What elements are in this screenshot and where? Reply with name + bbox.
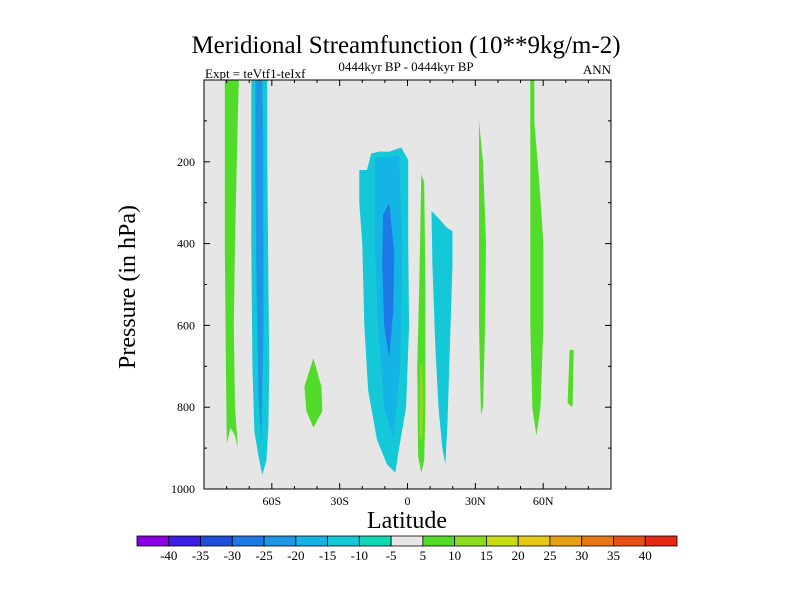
contour-region-green-band-75S	[224, 80, 239, 449]
colorbar-swatch	[390, 535, 424, 547]
contour-region-blue-core-10S	[382, 202, 395, 359]
contour-region-green-blob-40S	[304, 358, 323, 428]
colorbar-label: -35	[192, 548, 209, 563]
colorbar-label: 5	[420, 548, 427, 563]
colorbar-swatch	[486, 535, 519, 547]
contour-region-green-strip-55N	[530, 80, 544, 436]
colorbar-label: 30	[575, 548, 588, 563]
y-axis: 200 400 600 800 1000	[171, 120, 611, 496]
colorbar-label: -30	[224, 548, 241, 563]
contour-region-blue-core-65S	[255, 80, 264, 440]
colorbar-label: -15	[319, 548, 336, 563]
colorbar-label: 10	[448, 548, 461, 563]
colorbar-swatch	[231, 535, 265, 547]
x-tick-label: 30N	[465, 494, 486, 508]
colorbar-swatch	[454, 535, 487, 547]
colorbar-label: -40	[160, 548, 177, 563]
contour-region-olive-core-5N	[419, 362, 424, 440]
y-tick-label: 800	[177, 400, 195, 414]
chart-title: Meridional Streamfunction (10**9kg/m-2)	[191, 32, 620, 59]
season-label: ANN	[583, 62, 612, 77]
colorbar-swatch	[644, 535, 678, 547]
colorbar-swatch	[422, 535, 456, 547]
colorbar-label: 15	[480, 548, 493, 563]
y-axis-label: Pressure (in hPa)	[115, 205, 141, 369]
x-tick-label: 60N	[533, 494, 554, 508]
colorbar-swatch	[581, 535, 614, 547]
y-tick-label: 600	[177, 318, 195, 332]
contour-region-cyan-cell-15N	[431, 210, 453, 465]
y-tick-label: 200	[177, 155, 195, 169]
contour-regions	[224, 80, 574, 475]
contour-region-green-strip-5N	[417, 174, 426, 473]
colorbar-swatch	[549, 535, 583, 547]
contour-region-green-blob-72N	[567, 349, 574, 408]
colorbar-swatch	[200, 535, 233, 547]
colorbar-swatch	[295, 535, 328, 547]
colorbar-swatch	[358, 535, 392, 547]
x-tick-label: 60S	[262, 494, 281, 508]
experiment-label: Expt = teVtf1-teIxf	[205, 66, 306, 81]
y-tick-label: 1000	[171, 482, 195, 496]
colorbar-label: -20	[287, 548, 304, 563]
x-axis-label: Latitude	[367, 508, 447, 534]
colorbar-swatch	[168, 535, 201, 547]
colorbar-label: -5	[386, 548, 397, 563]
contour-region-green-strip-33N	[479, 120, 486, 416]
colorbar-label: -10	[351, 548, 368, 563]
colorbar-label: 40	[639, 548, 652, 563]
colorbar-label: -25	[255, 548, 272, 563]
colorbar-swatch	[263, 535, 297, 547]
colorbar-swatch	[327, 535, 360, 547]
colorbar-swatch	[613, 535, 646, 547]
x-tick-label: 0	[405, 494, 411, 508]
colorbar: -40 -35 -30 -25 -20 -15 -10 -5 5 10 15 20 25 30 35 40	[136, 535, 678, 563]
colorbar-label: 35	[607, 548, 620, 563]
colorbar-swatch	[136, 535, 170, 547]
colorbar-label: 20	[512, 548, 525, 563]
chart-subtitle: 0444kyr BP - 0444kyr BP	[338, 59, 473, 74]
x-axis: 60S 30S 0 30N 60N	[226, 80, 589, 508]
colorbar-label: 25	[543, 548, 556, 563]
y-tick-label: 400	[177, 237, 195, 251]
colorbar-swatch	[517, 535, 551, 547]
x-tick-label: 30S	[330, 494, 349, 508]
